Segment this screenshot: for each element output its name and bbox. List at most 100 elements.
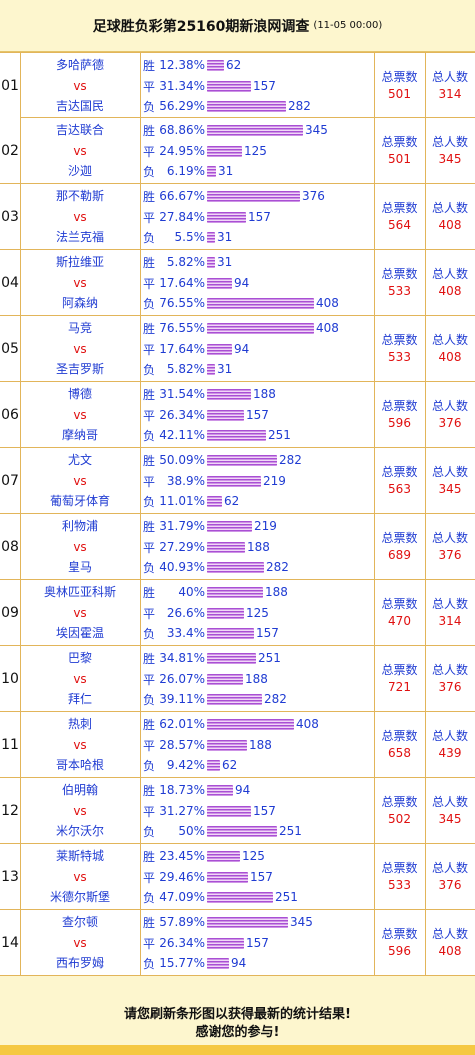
away-team[interactable]: 米德尔斯堡 xyxy=(49,890,110,904)
total-tickets-value: 658 xyxy=(388,746,411,760)
lose-vote-line: 负 50% 251 xyxy=(143,823,302,839)
draw-count: 157 xyxy=(250,870,273,884)
lose-label: 负 xyxy=(143,296,156,311)
home-team[interactable]: 斯拉维亚 xyxy=(55,255,104,269)
draw-bar xyxy=(207,541,245,553)
away-team[interactable]: 米尔沃尔 xyxy=(55,824,104,838)
away-team[interactable]: 葡萄牙体育 xyxy=(49,494,110,508)
lose-label: 负 xyxy=(143,428,156,443)
teams-cell: 巴黎 vs 拜仁 xyxy=(20,646,141,711)
draw-vote-line: 平 38.9% 219 xyxy=(143,473,286,489)
home-team[interactable]: 巴黎 xyxy=(67,651,92,665)
votes-cell: 胜 57.89% 345 平 26.34% 157 负 15.77% 94 xyxy=(140,910,375,975)
away-team[interactable]: 吉达国民 xyxy=(55,99,104,113)
draw-count: 157 xyxy=(253,79,276,93)
votes-cell: 胜 50.09% 282 平 38.9% 219 负 11.01% 62 xyxy=(140,448,375,513)
total-tickets-value: 501 xyxy=(388,152,411,166)
total-people-cell: 总人数 376 xyxy=(425,646,475,711)
home-team[interactable]: 利物浦 xyxy=(61,519,98,533)
away-team[interactable]: 拜仁 xyxy=(67,692,92,706)
footer-stripe xyxy=(0,1045,475,1055)
lose-label: 负 xyxy=(143,362,156,377)
away-team[interactable]: 摩纳哥 xyxy=(61,428,98,442)
away-team[interactable]: 西布罗姆 xyxy=(55,956,104,970)
teams-cell: 马竞 vs 圣吉罗斯 xyxy=(20,316,141,381)
draw-percent: 26.34% xyxy=(159,936,205,950)
total-people-value: 408 xyxy=(438,350,462,364)
total-tickets-value: 501 xyxy=(388,87,411,101)
away-team[interactable]: 圣吉罗斯 xyxy=(55,362,104,376)
vs-label: vs xyxy=(73,672,87,686)
win-vote-line: 胜 31.54% 188 xyxy=(143,386,276,402)
total-tickets-cell: 总票数 501 xyxy=(374,118,426,183)
home-team[interactable]: 马竞 xyxy=(67,321,92,335)
home-team[interactable]: 尤文 xyxy=(67,453,92,467)
away-team[interactable]: 哥本哈根 xyxy=(55,758,104,772)
home-team[interactable]: 奥林匹亚科斯 xyxy=(43,585,116,599)
win-count: 345 xyxy=(305,123,328,137)
home-team[interactable]: 查尔顿 xyxy=(61,915,98,929)
lose-percent: 50% xyxy=(178,824,205,838)
total-people-cell: 总人数 345 xyxy=(425,118,475,183)
total-people-value: 408 xyxy=(438,284,462,298)
draw-vote-line: 平 31.27% 157 xyxy=(143,803,276,819)
lose-vote-line: 负 76.55% 408 xyxy=(143,295,339,311)
away-team[interactable]: 沙迦 xyxy=(67,164,92,178)
away-team[interactable]: 法兰克福 xyxy=(55,230,104,244)
draw-percent: 27.84% xyxy=(159,210,205,224)
win-bar xyxy=(207,916,288,928)
draw-count: 219 xyxy=(263,474,286,488)
draw-percent: 27.29% xyxy=(159,540,205,554)
lose-vote-line: 负 47.09% 251 xyxy=(143,889,298,905)
match-index: 09 xyxy=(0,580,21,645)
draw-percent: 31.34% xyxy=(159,79,205,93)
total-people-cell: 总人数 345 xyxy=(425,778,475,843)
away-team[interactable]: 埃因霍温 xyxy=(55,626,104,640)
teams-cell: 斯拉维亚 vs 阿森纳 xyxy=(20,250,141,315)
draw-bar xyxy=(207,805,251,817)
home-team[interactable]: 吉达联合 xyxy=(55,123,104,137)
draw-bar xyxy=(207,80,251,92)
draw-percent: 26.07% xyxy=(159,672,205,686)
draw-label: 平 xyxy=(143,342,156,357)
total-people-value: 408 xyxy=(438,218,462,232)
win-vote-line: 胜 31.79% 219 xyxy=(143,518,277,534)
match-row: 05 马竞 vs 圣吉罗斯 胜 76.55% 408 平 17.64% 94 负 5.82% 31 总票数… xyxy=(0,316,475,382)
win-percent: 34.81% xyxy=(159,651,205,665)
win-count: 282 xyxy=(279,453,302,467)
lose-bar xyxy=(207,495,222,507)
total-people-value: 439 xyxy=(438,746,462,760)
lose-count: 408 xyxy=(316,296,339,310)
draw-percent: 28.57% xyxy=(159,738,205,752)
home-team[interactable]: 热刺 xyxy=(67,717,92,731)
win-vote-line: 胜 23.45% 125 xyxy=(143,848,265,864)
lose-bar xyxy=(207,891,273,903)
draw-count: 188 xyxy=(247,540,270,554)
votes-cell: 胜 40% 188 平 26.6% 125 负 33.4% 157 xyxy=(140,580,375,645)
total-people-label: 总人数 xyxy=(431,861,468,875)
home-team[interactable]: 伯明翰 xyxy=(61,783,98,797)
total-tickets-cell: 总票数 596 xyxy=(374,382,426,447)
home-team[interactable]: 多哈萨德 xyxy=(55,58,104,72)
match-row: 01 多哈萨德 vs 吉达国民 胜 12.38% 62 平 31.34% 157 负 56.29% 28… xyxy=(0,52,475,118)
away-team[interactable]: 阿森纳 xyxy=(61,296,98,310)
total-tickets-label: 总票数 xyxy=(381,729,418,743)
total-tickets-label: 总票数 xyxy=(381,597,418,611)
lose-vote-line: 负 9.42% 62 xyxy=(143,757,237,773)
total-tickets-value: 533 xyxy=(388,878,411,892)
win-count: 408 xyxy=(316,321,339,335)
total-people-label: 总人数 xyxy=(431,465,468,479)
lose-label: 负 xyxy=(143,692,156,707)
away-team[interactable]: 皇马 xyxy=(67,560,92,574)
win-label: 胜 xyxy=(143,585,156,600)
draw-label: 平 xyxy=(143,408,156,423)
home-team[interactable]: 那不勒斯 xyxy=(55,189,104,203)
lose-count: 94 xyxy=(231,956,247,970)
total-people-label: 总人数 xyxy=(431,663,468,677)
home-team[interactable]: 博德 xyxy=(67,387,92,401)
match-row: 02 吉达联合 vs 沙迦 胜 68.86% 345 平 24.95% 125 负 6.19% 31 总票… xyxy=(0,118,475,184)
total-tickets-value: 689 xyxy=(388,548,411,562)
draw-count: 94 xyxy=(234,276,250,290)
draw-vote-line: 平 26.34% 157 xyxy=(143,935,269,951)
home-team[interactable]: 莱斯特城 xyxy=(55,849,104,863)
